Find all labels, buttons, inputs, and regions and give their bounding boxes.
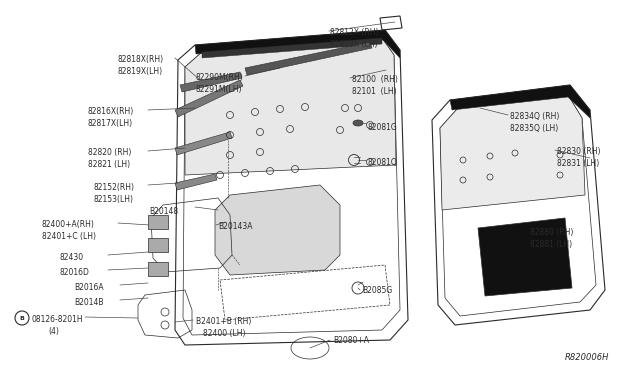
FancyBboxPatch shape [148,215,168,229]
Text: B2014B: B2014B [74,298,104,307]
Polygon shape [185,38,396,175]
Text: B20143A: B20143A [218,222,253,231]
Polygon shape [175,132,232,155]
Text: 82881 (LH): 82881 (LH) [530,240,572,249]
Text: 82100  (RH): 82100 (RH) [352,75,398,84]
Text: 82835Q (LH): 82835Q (LH) [510,124,558,133]
Text: 82401+C (LH): 82401+C (LH) [42,232,96,241]
Polygon shape [180,72,242,92]
Text: 82830 (RH): 82830 (RH) [557,147,600,156]
Text: 82291M(LH): 82291M(LH) [195,85,241,94]
FancyBboxPatch shape [148,238,168,252]
Polygon shape [202,38,382,58]
Ellipse shape [353,120,363,126]
Text: 82813X (LH): 82813X (LH) [330,40,378,49]
Polygon shape [245,42,372,75]
Polygon shape [450,85,590,118]
Text: 82290M(RH): 82290M(RH) [195,73,243,82]
Text: 82821 (LH): 82821 (LH) [88,160,130,169]
Text: 82834Q (RH): 82834Q (RH) [510,112,559,121]
Text: 82430: 82430 [60,253,84,262]
Text: B2016A: B2016A [74,283,104,292]
Text: 82152(RH): 82152(RH) [93,183,134,192]
Text: 82081G: 82081G [368,123,397,132]
Text: (4): (4) [48,327,59,336]
Text: 82400 (LH): 82400 (LH) [203,329,246,338]
Polygon shape [215,185,340,275]
Text: 82880 (RH): 82880 (RH) [530,228,573,237]
Text: B20148: B20148 [149,207,178,216]
Text: 82812X (RH): 82812X (RH) [330,28,378,37]
Text: 82816X(RH): 82816X(RH) [87,107,133,116]
Polygon shape [440,95,585,210]
Text: B2085G: B2085G [362,286,392,295]
Text: 82016D: 82016D [60,268,90,277]
Text: 82817X(LH): 82817X(LH) [87,119,132,128]
Polygon shape [175,80,243,117]
Polygon shape [478,218,572,296]
Text: B2080+A: B2080+A [333,336,369,345]
Text: 82819X(LH): 82819X(LH) [118,67,163,76]
Text: 82153(LH): 82153(LH) [93,195,133,204]
Text: 82820 (RH): 82820 (RH) [88,148,131,157]
Text: B: B [20,315,24,321]
Text: 08126-8201H: 08126-8201H [32,315,84,324]
Text: 82831 (LH): 82831 (LH) [557,159,599,168]
Text: R820006H: R820006H [565,353,609,362]
Polygon shape [175,174,217,190]
Text: 82101  (LH): 82101 (LH) [352,87,397,96]
FancyBboxPatch shape [148,262,168,276]
Polygon shape [195,30,400,58]
Text: 82818X(RH): 82818X(RH) [118,55,164,64]
Text: B2401+B (RH): B2401+B (RH) [196,317,252,326]
Text: 82400+A(RH): 82400+A(RH) [42,220,95,229]
Text: 82081Q: 82081Q [368,158,397,167]
